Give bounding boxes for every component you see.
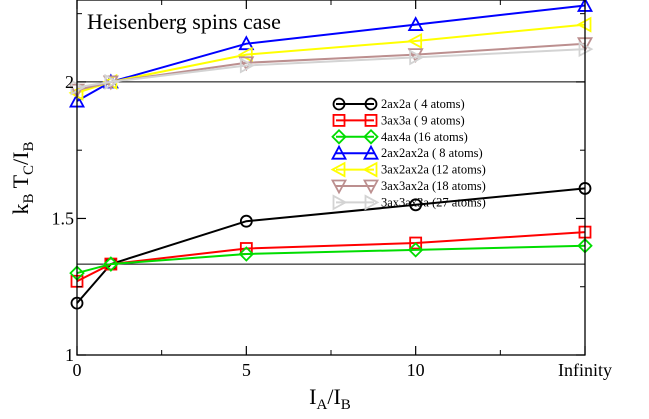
legend-entry: 3ax2ax2a (12 atoms): [330, 161, 486, 178]
x-tick-label: 0: [73, 360, 82, 380]
legend-marker: [364, 194, 380, 211]
legend-marker: [362, 144, 380, 160]
x-tick-label: Infinity: [558, 360, 612, 380]
data-point: [409, 236, 423, 250]
data-point: [407, 16, 424, 31]
x-label-i: I: [309, 384, 316, 409]
data-point: [409, 49, 425, 66]
legend-label: 3ax3ax3a (27 atoms): [381, 195, 486, 209]
legend-marker: [330, 144, 348, 160]
series-line: [76, 244, 586, 275]
data-point: [103, 256, 119, 272]
legend-marker: [330, 161, 346, 178]
reference-lines: [77, 81, 585, 265]
series-6: [70, 41, 594, 96]
legend: 2ax2a ( 4 atoms) 3ax3a ( 9 atoms) 4ax4a (1…: [330, 97, 486, 211]
data-point: [239, 57, 255, 74]
series-line: [76, 42, 586, 92]
x-label-sub-a: A: [317, 397, 328, 413]
data-point: [407, 242, 424, 258]
x-tick-label: 5: [242, 360, 251, 380]
legend-marker: [363, 129, 379, 145]
y-tick-label: 1: [65, 345, 74, 365]
legend-marker: [362, 179, 380, 195]
y-tick-label: 1.5: [52, 208, 75, 228]
legend-label: 4ax4a (16 atoms): [381, 130, 468, 144]
legend-label: 2ax2ax2a ( 8 atoms): [381, 146, 483, 160]
legend-marker: [364, 97, 378, 111]
legend-entry: 2ax2a ( 4 atoms): [332, 97, 465, 111]
y-tick-label: 2: [65, 72, 74, 92]
legend-label: 3ax2ax2a (12 atoms): [381, 163, 486, 177]
legend-marker: [332, 194, 348, 211]
chart-title: Heisenberg spins case: [87, 9, 281, 34]
series-line: [76, 4, 586, 102]
data-point: [238, 35, 255, 51]
series-line: [76, 48, 586, 89]
y-label-k: k: [8, 204, 33, 215]
legend-label: 3ax3a ( 9 atoms): [381, 113, 465, 127]
y-axis-label: kB TC/IB: [8, 141, 37, 214]
data-point: [104, 73, 120, 90]
y-label-sub-b: B: [21, 194, 37, 204]
data-point: [409, 198, 423, 212]
legend-entry: 3ax3a ( 9 atoms): [332, 113, 465, 127]
data-point: [238, 246, 255, 262]
series-1: [70, 225, 592, 288]
legend-marker: [330, 179, 348, 195]
x-tick-label: 10: [407, 360, 425, 380]
legend-entry: 4ax4a (16 atoms): [331, 129, 468, 145]
legend-entry: 3ax3ax2a (18 atoms): [330, 179, 486, 195]
legend-entry: 3ax3ax3a (27 atoms): [332, 194, 486, 211]
legend-marker: [331, 129, 347, 145]
y-label-sub-b2: B: [21, 141, 37, 151]
series-line: [76, 187, 586, 304]
axis-ticks: 0 5 10 Infinity 1 1.5 2: [52, 0, 612, 380]
data-point: [407, 32, 423, 49]
x-axis-label: IA/IB: [309, 384, 351, 413]
legend-label: 2ax2a ( 4 atoms): [381, 97, 465, 111]
legend-marker: [332, 114, 346, 127]
y-label-t: T: [8, 174, 33, 193]
y-label-slash: /I: [8, 151, 33, 164]
series-layer: [68, 0, 594, 310]
legend-marker: [332, 97, 346, 111]
data-point: [239, 214, 253, 228]
legend-marker: [362, 161, 378, 178]
x-label-sub-b: B: [341, 397, 351, 413]
legend-marker: [364, 114, 378, 127]
series-line: [76, 231, 586, 283]
y-label-sub-c: C: [21, 165, 37, 175]
x-label-slash: /I: [327, 384, 340, 409]
legend-label: 3ax3ax2a (18 atoms): [381, 179, 486, 193]
legend-entry: 2ax2ax2a ( 8 atoms): [330, 144, 483, 160]
